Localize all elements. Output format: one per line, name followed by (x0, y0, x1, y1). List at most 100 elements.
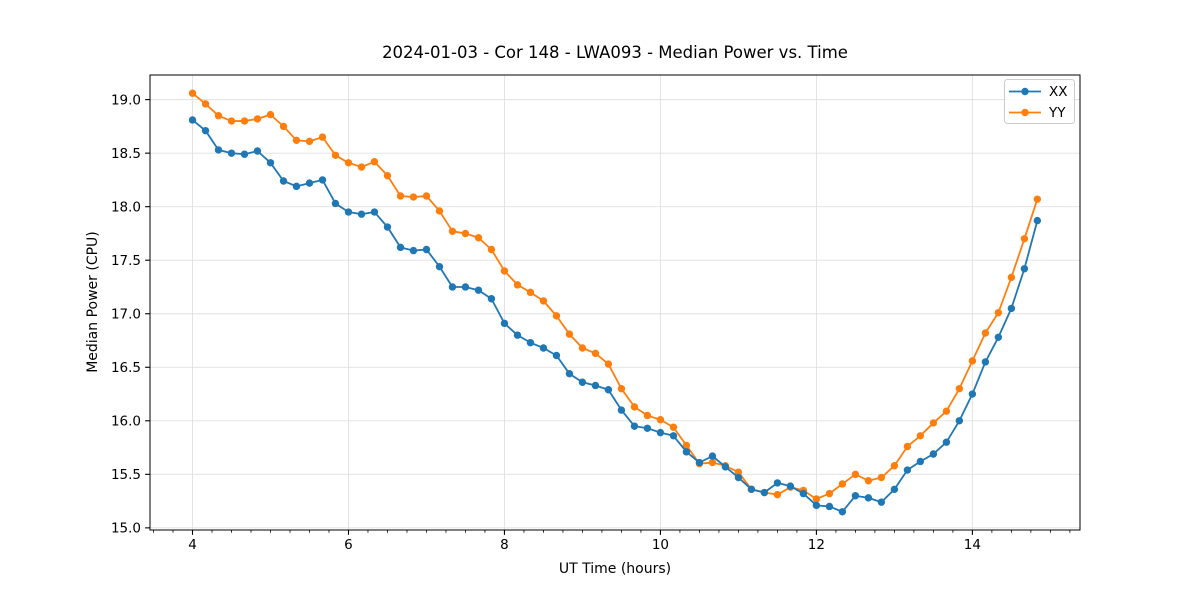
series-xx-marker (474, 286, 483, 294)
series-yy-marker (409, 193, 418, 201)
series-yy-marker (682, 441, 691, 450)
series-xx-marker (617, 406, 626, 414)
series-xx-marker (201, 126, 210, 135)
y-tick-label: 15.0 (111, 521, 141, 537)
series-xx-marker (851, 492, 860, 500)
series-yy-marker (565, 330, 574, 338)
y-axis-label: Median Power (CPU) (85, 231, 101, 373)
y-tick-label: 16.0 (111, 414, 141, 430)
series-xx-marker (279, 177, 288, 185)
series-xx-marker (422, 245, 431, 254)
series-yy-marker (734, 468, 743, 476)
series-xx-marker (864, 494, 873, 502)
series-xx-marker (760, 488, 769, 497)
series-yy-marker (864, 477, 873, 485)
series-xx-marker (1020, 265, 1029, 273)
series-xx-marker (929, 450, 938, 458)
series-yy-marker (383, 171, 392, 180)
series-xx-marker (409, 246, 418, 255)
series-xx-marker (331, 199, 340, 208)
series-xx-marker (994, 333, 1003, 341)
series-yy-marker (1007, 273, 1016, 282)
series-xx-marker (786, 482, 795, 490)
series-yy-marker (851, 470, 860, 479)
series-yy-marker (292, 136, 301, 145)
legend: XX YY (1004, 79, 1075, 124)
legend-marker-yy (1021, 108, 1029, 117)
series-yy-marker (344, 159, 353, 167)
series-yy-marker (474, 234, 483, 242)
series-yy-marker (812, 495, 821, 503)
series-xx-marker (890, 485, 899, 494)
series-yy-marker (617, 384, 626, 393)
series-yy-marker (500, 267, 509, 275)
series-xx-marker (227, 149, 236, 157)
series-yy-marker (916, 432, 925, 440)
series-xx-marker (1007, 304, 1016, 313)
series-yy-marker (1020, 235, 1029, 243)
series-xx-marker (292, 182, 301, 191)
legend-marker-xx (1021, 87, 1029, 96)
series-xx-line (191, 119, 1039, 513)
series-yy-marker (201, 100, 210, 108)
series-xx-marker (266, 159, 275, 167)
series-yy-marker (890, 462, 899, 470)
x-tick-label: 14 (964, 537, 981, 553)
series-yy-marker (487, 245, 496, 254)
series-yy-marker (526, 288, 535, 297)
series-yy-marker (214, 111, 223, 120)
series-xx-marker (305, 179, 314, 187)
series-xx-marker (734, 473, 743, 482)
series-yy-marker (240, 117, 249, 125)
series-xx-marker (357, 210, 366, 218)
series-xx-marker (1033, 216, 1042, 225)
series-xx-marker (539, 344, 548, 352)
series-yy-marker (357, 163, 366, 171)
series-yy-marker (331, 151, 340, 159)
series-xx-marker (370, 208, 379, 216)
series-xx-marker (669, 432, 678, 440)
series-yy-marker (305, 137, 314, 146)
series-xx-marker (695, 458, 704, 467)
series-layer (188, 89, 1042, 516)
grid-layer (150, 75, 1080, 530)
series-xx-marker (981, 358, 990, 366)
chart-title: 2024-01-03 - Cor 148 - LWA093 - Median P… (382, 43, 848, 62)
series-yy-marker (929, 419, 938, 427)
series-yy-marker (773, 490, 782, 499)
series-yy-marker (877, 473, 886, 482)
series-xx-marker (396, 243, 405, 252)
x-axis-label: UT Time (hours) (559, 561, 671, 577)
series-yy-marker (656, 416, 665, 424)
series-xx-marker (916, 457, 925, 466)
series-xx-marker (903, 466, 912, 474)
series-xx-marker (812, 501, 821, 510)
legend-label-yy: YY (1048, 105, 1066, 121)
y-tick-label: 15.5 (111, 467, 141, 483)
series-yy-marker (266, 110, 275, 119)
series-xx-marker (721, 463, 730, 471)
series-yy-marker (1033, 195, 1042, 203)
series-yy-marker (461, 229, 470, 238)
series-xx-marker (552, 351, 561, 360)
x-tick-label: 10 (652, 537, 669, 553)
series-xx-marker (604, 386, 613, 394)
series-yy-marker (448, 227, 457, 236)
series-xx-marker (773, 479, 782, 487)
plot-area-border (149, 74, 1081, 531)
series-yy-marker (643, 411, 652, 420)
x-tick-label: 12 (808, 537, 825, 553)
series-yy-marker (968, 357, 977, 365)
series-xx-marker (942, 438, 951, 446)
series-xx-marker (630, 422, 639, 430)
series-yy-marker (604, 360, 613, 368)
series-xx-marker (799, 489, 808, 498)
series-yy-marker (578, 344, 587, 352)
series-xx-marker (591, 381, 600, 390)
series-yy-marker (370, 158, 379, 166)
series-xx-marker (825, 502, 834, 511)
y-tick-label: 18.5 (111, 146, 141, 162)
series-xx-marker (500, 319, 509, 328)
series-yy-marker (513, 281, 522, 289)
series-xx-marker (188, 116, 197, 124)
